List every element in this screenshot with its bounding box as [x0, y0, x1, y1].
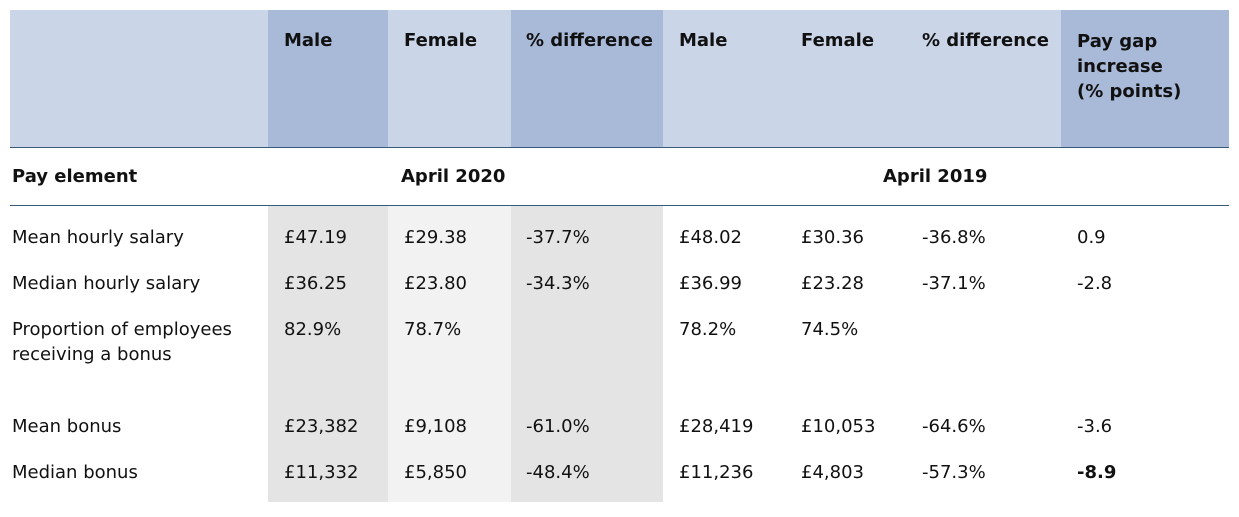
cell-female-2019: 74.5% — [801, 319, 859, 340]
cell-female-2019: £23.28 — [801, 273, 864, 294]
cell-male-2019: £11,236 — [679, 462, 754, 483]
header-col-diff-2020-bg — [511, 10, 663, 147]
cell-male-2019: £48.02 — [679, 227, 742, 248]
row-label: Mean bonus — [12, 416, 122, 437]
col-header-pay-gap-line3: (% points) — [1077, 81, 1182, 102]
period-label-2019: April 2019 — [883, 166, 988, 187]
row-label: Median bonus — [12, 462, 138, 483]
row-label: Mean hourly salary — [12, 227, 184, 248]
cell-male-2019: £36.99 — [679, 273, 742, 294]
cell-diff-2019: -36.8% — [922, 227, 986, 248]
cell-diff-2020: -34.3% — [526, 273, 590, 294]
cell-female-2020: 78.7% — [404, 319, 462, 340]
cell-diff-2019: -57.3% — [922, 462, 986, 483]
col-header-pay-gap-line2: increase — [1077, 56, 1163, 77]
cell-diff-2019: -64.6% — [922, 416, 986, 437]
header-col-male-2020-bg — [268, 10, 388, 147]
cell-diff-2020: -37.7% — [526, 227, 590, 248]
cell-female-2020: £5,850 — [404, 462, 467, 483]
cell-male-2019: £28,419 — [679, 416, 754, 437]
body-shade-male-2020 — [268, 206, 388, 502]
cell-female-2020: £29.38 — [404, 227, 467, 248]
row-label: Median hourly salary — [12, 273, 201, 294]
cell-pay-gap: 0.9 — [1077, 227, 1106, 248]
body-shade-female-2020 — [388, 206, 511, 502]
col-header-pay-gap: Pay gap increase (% points) — [1077, 29, 1181, 104]
col-header-diff-2020: % difference — [526, 30, 653, 51]
header-rule — [10, 147, 1229, 148]
cell-male-2020: 82.9% — [284, 319, 342, 340]
col-header-male-2019: Male — [679, 30, 728, 51]
col-header-female-2019: Female — [801, 30, 875, 51]
cell-male-2020: £23,382 — [284, 416, 359, 437]
cell-male-2020: £47.19 — [284, 227, 347, 248]
cell-pay-gap: -2.8 — [1077, 273, 1113, 294]
pay-element-label: Pay element — [12, 166, 138, 187]
subheader-rule — [10, 205, 1229, 206]
cell-male-2019: 78.2% — [679, 319, 737, 340]
period-label-2020: April 2020 — [401, 166, 506, 187]
header-col-gap-bg — [1061, 10, 1229, 147]
cell-diff-2020: -48.4% — [526, 462, 590, 483]
col-header-female-2020: Female — [404, 30, 478, 51]
cell-pay-gap: -8.9 — [1077, 462, 1117, 483]
cell-female-2020: £23.80 — [404, 273, 467, 294]
cell-diff-2020: -61.0% — [526, 416, 590, 437]
cell-female-2019: £4,803 — [801, 462, 864, 483]
cell-male-2020: £11,332 — [284, 462, 359, 483]
cell-male-2020: £36.25 — [284, 273, 347, 294]
body-shade-diff-2020 — [511, 206, 663, 502]
col-header-pay-gap-line1: Pay gap — [1077, 31, 1158, 52]
cell-diff-2019: -37.1% — [922, 273, 986, 294]
cell-female-2020: £9,108 — [404, 416, 467, 437]
cell-female-2019: £10,053 — [801, 416, 876, 437]
cell-female-2019: £30.36 — [801, 227, 864, 248]
cell-pay-gap: -3.6 — [1077, 416, 1113, 437]
col-header-male-2020: Male — [284, 30, 333, 51]
col-header-diff-2019: % difference — [922, 30, 1049, 51]
row-label-line2: receiving a bonus — [12, 344, 172, 365]
row-label: Proportion of employees — [12, 319, 232, 340]
